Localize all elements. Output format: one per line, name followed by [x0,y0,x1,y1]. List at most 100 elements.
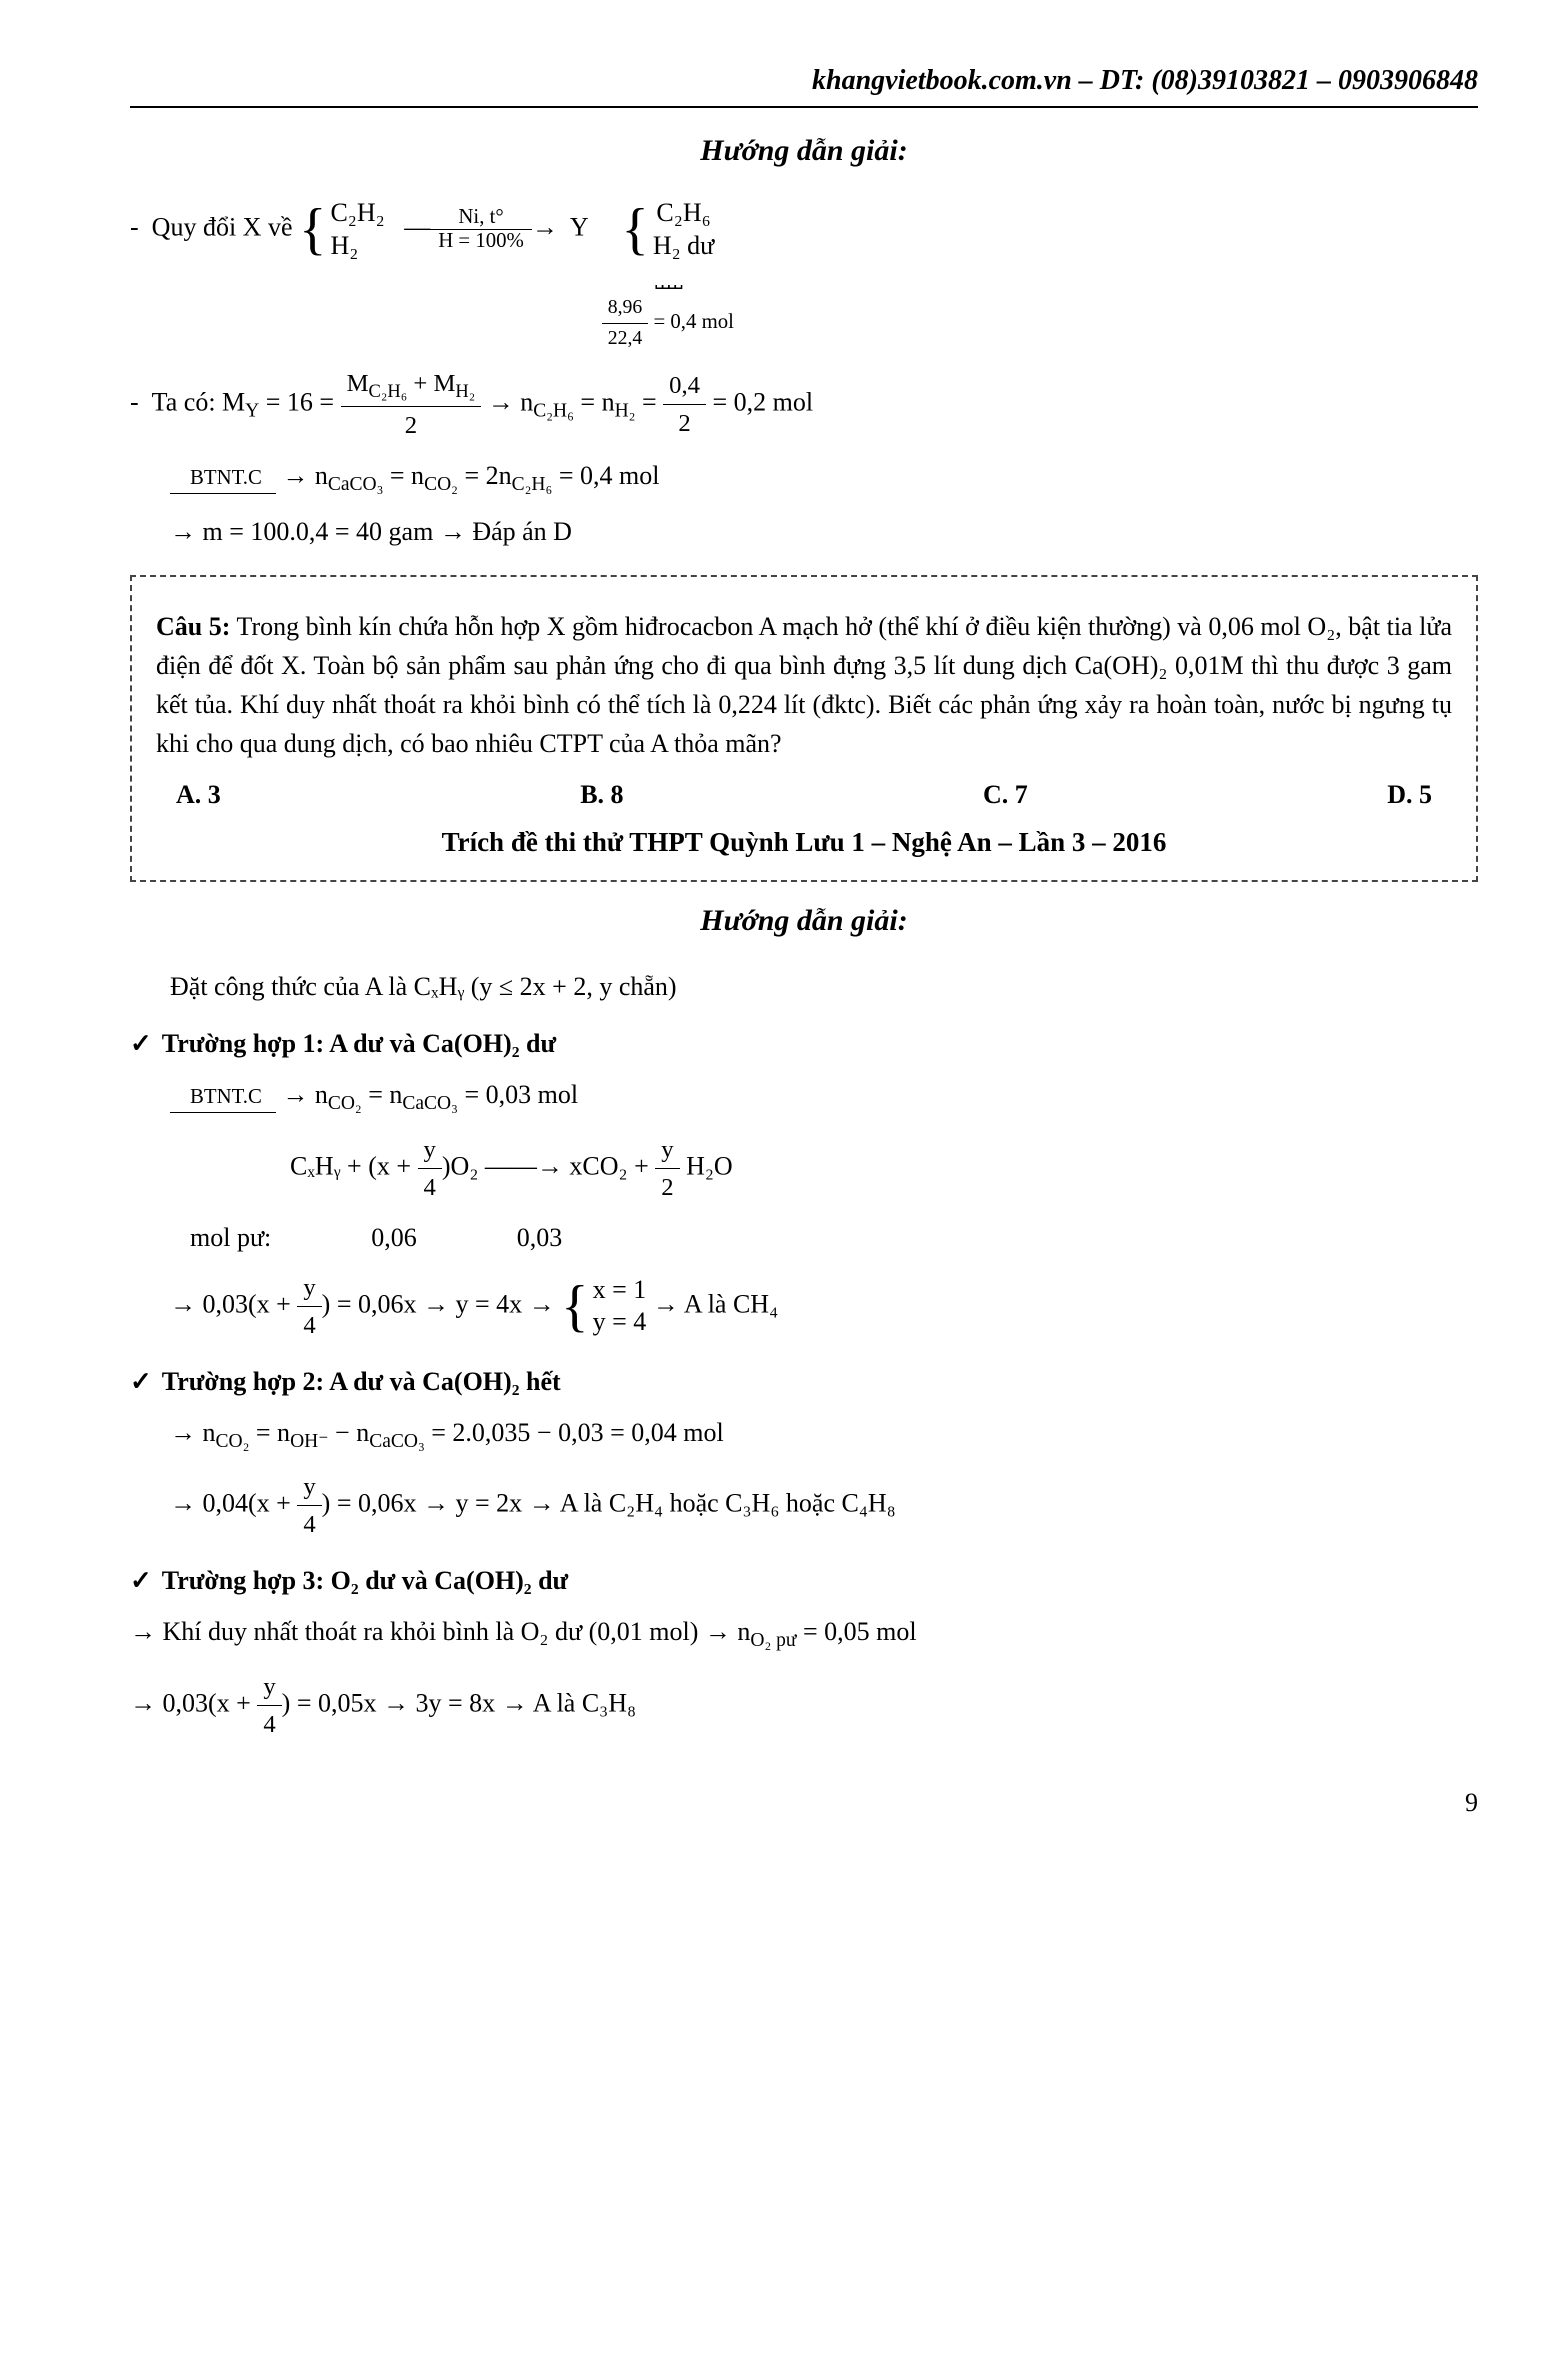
co2: CO₂ [424,474,458,495]
f3n: 0,4 [663,367,706,405]
guide-title-1: Hướng dẫn giải: [130,128,1478,173]
c1l2c: → A là CH₄ [653,1289,778,1318]
taco: Ta có: M [152,388,246,417]
ub-den: 22,4 [602,324,649,354]
opt-c: C. 7 [983,775,1028,814]
y-label: Y [570,212,589,241]
c1l2y4n: y [297,1269,321,1307]
c2h6s2: C₂H₆ [512,474,553,495]
caco3: CaCO₃ [328,474,384,495]
quydoi-label: Quy đổi X về [152,212,293,241]
eq04: = 0,4 mol [552,461,659,490]
question-box: Câu 5: Trong bình kín chứa hỗn hợp X gồm… [130,575,1478,883]
c2l2a: → 0,04(x + [170,1489,297,1518]
taco-line: - Ta có: MY = 16 = MC₂H₆ + MH₂ 2 → nC₂H₆… [130,365,1478,444]
c1l2y4d: 4 [297,1307,321,1344]
c2caco3: CaCO₃ [369,1431,425,1452]
c3y4d: 4 [257,1706,281,1743]
c2co2: CO₂ [216,1431,250,1452]
arrow-h100: H = 100% [430,230,532,253]
eq-nh2: = n [574,388,615,417]
f2n1: M [347,370,369,397]
case1-title: Trường hợp 1: A dư và Ca(OH)₂ dư [130,1024,1478,1063]
page-header: khangvietbook.com.vn – DT: (08)39103821 … [130,60,1478,108]
c3l2a: → 0,03(x + [130,1688,257,1717]
c2y4d: 4 [297,1506,321,1543]
c2l2b: ) = 0,06x → y = 2x → A là C₂H₄ hoặc C₃H₆… [322,1489,896,1518]
c1eqm: )O₂ ――→ xCO₂ + [442,1151,655,1180]
f2d: 2 [341,407,482,444]
c1y2n: y [655,1131,679,1169]
btntc-line: BTNT.C → nCaCO₃ = nCO₂ = 2nC₂H₆ = 0,4 mo… [130,456,1478,499]
nc2h6: C₂H₆ [533,401,574,422]
c1l2a: → 0,03(x + [170,1289,297,1318]
eq2n: = 2n [458,461,512,490]
c2l1a: → n [170,1418,216,1447]
c3-l1: → Khí duy nhất thoát ra khỏi bình là O₂ … [130,1612,1478,1655]
c2-l1: → nCO₂ = nOH⁻ − nCaCO₃ = 2.0,035 − 0,03 … [130,1413,1478,1456]
c1cy: y = 4 [593,1306,647,1339]
q5-body: Trong bình kín chứa hỗn hợp X gồm hiđroc… [156,612,1452,758]
c1l1b: = n [362,1080,403,1109]
c3o2pu: O₂ pư [750,1631,796,1652]
f2p: + M [407,370,455,397]
f3d: 2 [663,405,706,442]
ub-eq: = 0,4 mol [648,310,734,333]
c1l1c: = 0,03 mol [458,1080,578,1109]
my-sub: Y [245,401,259,422]
c3-l2: → 0,03(x + y4) = 0,05x → 3y = 8x → A là … [130,1668,1478,1743]
quydoi-line: - Quy đổi X về { C₂H₂ H₂ ―Ni, t°H = 100%… [130,197,1478,353]
q5-text: Câu 5: Trong bình kín chứa hỗn hợp X gồm… [156,607,1452,763]
eq02: = 0,2 mol [713,388,814,417]
eqf: = [635,388,663,417]
page-number: 9 [130,1783,1478,1822]
h2du: H₂ dư [653,230,714,263]
opt-d: D. 5 [1387,775,1432,814]
c1eqp: CₓHᵧ + (x + [290,1151,418,1180]
c1-eq: CₓHᵧ + (x + y4)O₂ ――→ xCO₂ + y2 H₂O [130,1131,1478,1206]
case3-title: Trường hợp 3: O₂ dư và Ca(OH)₂ dư [130,1561,1478,1600]
c3l1b: = 0,05 mol [796,1617,916,1646]
c1y4n: y [418,1131,442,1169]
c1-l1: BTNT.C → nCO₂ = nCaCO₃ = 0,03 mol [130,1075,1478,1118]
f2s2: H₂ [455,381,475,402]
c2l1d: = 2.0,035 − 0,03 = 0,04 mol [425,1418,724,1447]
h2: H₂ [330,230,384,263]
c1caco3: CaCO₃ [402,1093,458,1114]
q5-source: Trích đề thi thử THPT Quỳnh Lưu 1 – Nghệ… [156,822,1452,863]
dat-cong-thuc: Đặt công thức của A là CₓHᵧ (y ≤ 2x + 2,… [130,967,1478,1006]
eq16: = 16 = [259,388,340,417]
c2l1c: − n [329,1418,370,1447]
opt-a: A. 3 [176,775,221,814]
c1molo2: 0,06 [371,1218,417,1257]
c1cx: x = 1 [593,1274,647,1307]
eqnco2: = n [383,461,424,490]
ub-num: 8,96 [602,293,649,324]
btntc-label: BTNT.C [170,462,276,494]
c1co2: CO₂ [328,1093,362,1114]
c1-molpu: mol pư: 0,06 0,03 [130,1218,1478,1257]
c1y4d: 4 [418,1169,442,1206]
c3y4n: y [257,1668,281,1706]
c2h6: C₂H₆ [653,197,714,230]
c1-l2: → 0,03(x + y4) = 0,06x → y = 4x → {x = 1… [130,1269,1478,1344]
nh2: H₂ [615,401,636,422]
c1l1a: → n [276,1080,328,1109]
c1eqpo: H₂O [680,1151,733,1180]
c2h2: C₂H₂ [330,197,384,230]
c1molco2: 0,03 [517,1218,563,1257]
c1l2b: ) = 0,06x → y = 4x → [322,1289,561,1318]
arrow-ni: Ni, t° [430,206,532,230]
arrow-n: → n [488,388,534,417]
c2l1b: = n [249,1418,290,1447]
m-line: → m = 100.0,4 = 40 gam → Đáp án D [130,512,1478,551]
case2-title: Trường hợp 2: A dư và Ca(OH)₂ hết [130,1362,1478,1401]
q5-label: Câu 5: [156,612,230,641]
f2s1: C₂H₆ [369,381,408,402]
btntc-arr: → n [276,461,328,490]
c1y2d: 2 [655,1169,679,1206]
q5-options: A. 3 B. 8 C. 7 D. 5 [156,775,1452,814]
guide-title-2: Hướng dẫn giải: [130,898,1478,943]
c3l2b: ) = 0,05x → 3y = 8x → A là C₃H₈ [282,1688,636,1717]
c2-l2: → 0,04(x + y4) = 0,06x → y = 2x → A là C… [130,1468,1478,1543]
